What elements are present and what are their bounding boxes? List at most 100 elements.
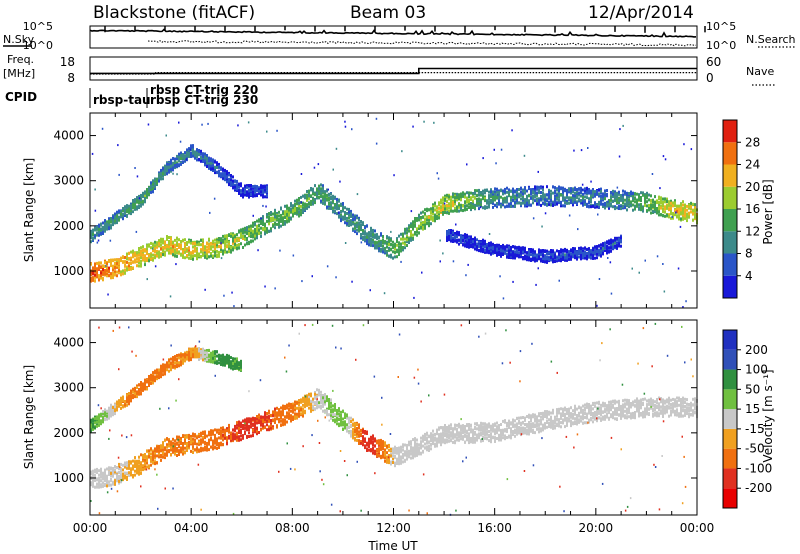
data-cell [416,217,418,221]
data-cell [140,200,142,204]
data-cell [438,216,440,220]
data-cell [526,258,528,262]
data-cell [224,168,226,172]
data-cell [490,250,492,254]
data-cell [418,231,420,235]
data-cell [222,252,224,256]
data-cell [326,265,329,268]
data-cell [256,236,258,240]
data-cell [682,210,684,213]
data-cell [646,204,648,208]
data-cell [488,203,490,207]
data-cell [138,264,140,268]
data-cell [184,250,186,254]
data-cell [651,173,654,175]
data-cell [362,221,364,225]
data-cell [190,144,192,148]
data-cell [344,221,346,225]
data-cell [436,172,438,175]
data-cell [456,205,458,209]
data-cell [488,251,490,255]
data-cell [338,198,340,202]
sky-panel: N.Sky 10^5 10^0 10^5 10^0 N.Search [3,20,796,52]
data-cell [466,191,468,195]
data-cell [172,245,174,249]
data-cell [550,255,552,259]
data-cell [152,245,154,249]
data-cell [456,209,458,213]
data-cell [138,197,141,200]
data-cell [200,159,202,163]
data-cell [528,199,530,203]
data-cell [272,224,274,228]
data-cell [336,197,338,201]
data-cell [92,272,94,276]
data-cell [278,210,280,214]
data-cell [562,198,564,202]
data-cell [108,266,110,270]
data-cell [478,207,480,211]
data-cell [213,197,216,200]
data-cell [474,203,476,207]
data-cell [124,205,126,209]
data-cell [424,217,426,221]
data-cell [268,229,270,233]
data-cell [442,196,444,200]
data-cell [306,198,308,202]
data-cell [276,212,278,215]
data-cell [226,178,228,182]
data-cell [590,253,592,257]
data-cell [308,197,310,201]
data-cell [356,216,358,220]
data-cell [310,188,312,192]
data-cell [506,252,508,256]
data-cell [488,194,490,198]
data-cell [494,190,496,194]
data-cell [614,239,616,243]
data-cell [358,218,360,222]
data-cell [464,195,466,199]
data-cell [214,246,216,250]
data-cell [105,264,107,267]
data-cell [198,152,200,156]
data-cell [500,251,502,255]
data-cell [466,233,468,237]
data-cell [572,194,574,198]
data-cell [156,178,158,182]
data-cell [516,190,518,194]
data-cell [568,201,570,205]
data-cell [528,203,530,207]
data-cell [194,242,196,245]
data-cell [500,249,502,253]
data-cell [664,205,666,209]
data-cell [604,206,606,210]
data-cell [580,250,582,254]
data-cell [246,190,248,194]
data-cell [228,233,230,237]
data-cell [184,256,186,260]
data-cell [172,240,174,244]
data-cell [594,256,596,260]
data-cell [296,211,298,214]
data-cell [292,254,295,257]
data-cell [116,270,118,274]
data-cell [216,166,218,169]
data-cell [258,218,260,222]
data-cell [414,224,416,227]
data-cell [619,128,621,131]
data-cell [222,234,224,238]
data-cell [690,203,692,207]
data-cell [206,251,208,255]
data-cell [504,205,506,209]
data-cell [528,201,530,205]
data-cell [344,215,346,219]
data-cell [184,238,186,242]
data-cell [100,261,102,265]
data-cell [546,258,548,262]
data-cell [260,234,262,238]
data-cell [248,233,250,237]
data-cell [600,246,602,250]
data-cell [494,198,496,202]
nsearch-tick-bottom: 10^0 [706,39,736,52]
data-cell [176,163,178,167]
